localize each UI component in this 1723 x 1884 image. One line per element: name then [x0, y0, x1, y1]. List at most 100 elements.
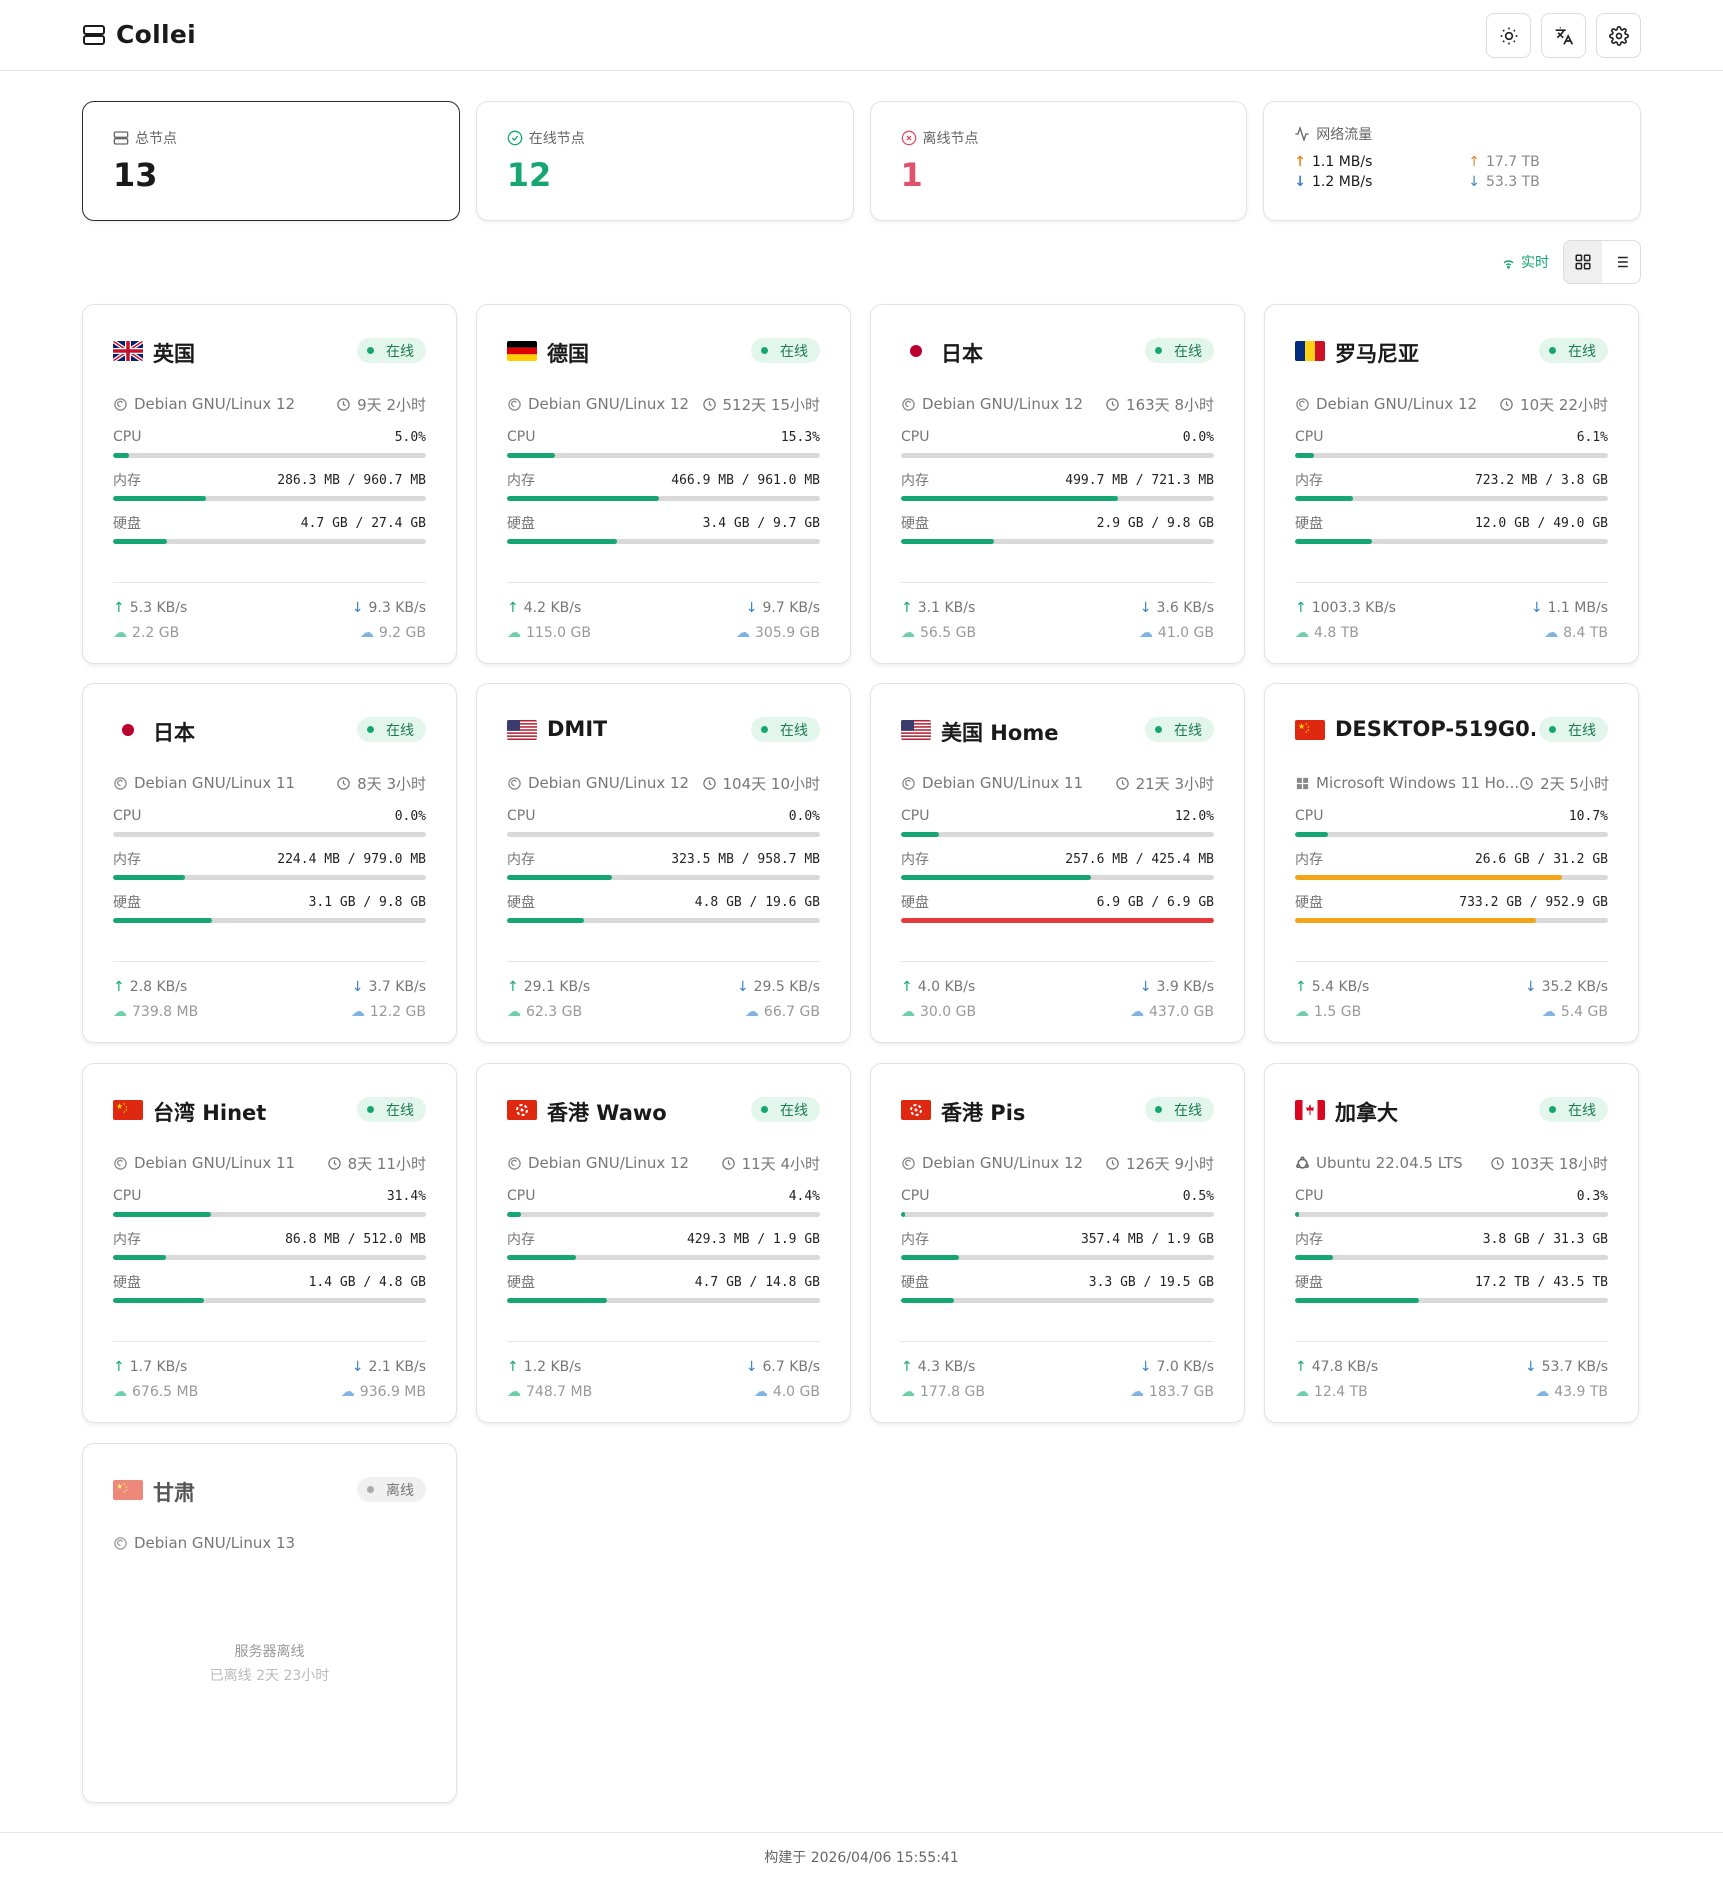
network-stats: ↑ 1.2 KB/s ↓ 6.7 KB/s ☁ 748.7 MB ☁ 4.0 GB: [507, 1354, 820, 1404]
download-total: 4.0 GB: [772, 1383, 820, 1400]
stat-value: 1: [900, 156, 923, 194]
disk-metric: 硬盘 12.0 GB / 49.0 GB: [1295, 513, 1608, 544]
cpu-metric: CPU 0.3%: [1295, 1186, 1608, 1217]
node-name: 甘肃: [153, 1481, 195, 1505]
stat-value: 12: [506, 156, 552, 194]
debian-icon: [508, 776, 521, 790]
memory-metric: 内存 429.3 MB / 1.9 GB: [507, 1229, 820, 1260]
disk-metric: 硬盘 4.7 GB / 27.4 GB: [113, 513, 426, 544]
svg-text:★: ★: [125, 1105, 128, 1109]
memory-value: 723.2 MB / 3.8 GB: [1474, 472, 1608, 488]
node-card[interactable]: 日本 在线 Debian GNU/Linux 11 8天 3小时 CPU 0.0%…: [82, 683, 457, 1043]
node-card-offline[interactable]: ★ ★ ★ ★ ★ 甘肃 离线 Debian GNU/Linux 13 服务器离线 已离…: [82, 1443, 457, 1803]
memory-value: 466.9 MB / 961.0 MB: [671, 472, 820, 488]
status-text: 在线: [386, 1102, 414, 1119]
node-card[interactable]: 德国 在线 Debian GNU/Linux 12 512天 15小时 CPU 1…: [476, 304, 851, 664]
cloud-upload-icon: ☁: [901, 624, 915, 641]
status-dot: [1155, 726, 1162, 733]
memory-metric: 内存 224.4 MB / 979.0 MB: [113, 849, 426, 880]
node-card[interactable]: ★ ★ ★ ★ ★ DESKTOP-519G0... 在线 Microsoft Wind…: [1264, 683, 1639, 1043]
theme-toggle-button[interactable]: [1486, 13, 1531, 58]
node-card[interactable]: 加拿大 在线 Ubuntu 22.04.5 LTS 103天 18小时 CPU 0…: [1264, 1063, 1639, 1423]
memory-metric: 内存 286.3 MB / 960.7 MB: [113, 470, 426, 501]
memory-bar: [901, 496, 1214, 501]
cloud-upload-icon: ☁: [113, 624, 127, 641]
status-dot: [1549, 1106, 1556, 1113]
country-flag: [1295, 1100, 1325, 1120]
upload-speed: 47.8 KB/s: [1311, 1358, 1379, 1375]
clock-icon: [327, 1156, 341, 1170]
stat-label: 总节点: [135, 131, 177, 147]
memory-bar-fill: [1295, 1255, 1333, 1260]
cpu-label: CPU: [113, 429, 142, 445]
arrow-up-icon: ↑: [901, 599, 913, 616]
cloud-upload-icon: ☁: [1295, 624, 1309, 641]
disk-metric: 硬盘 4.8 GB / 19.6 GB: [507, 892, 820, 923]
download-speed: 35.2 KB/s: [1541, 978, 1608, 995]
cpu-label: CPU: [113, 808, 142, 824]
node-name: DESKTOP-519G0...: [1335, 717, 1535, 741]
download-total: 183.7 GB: [1149, 1383, 1214, 1400]
list-icon: [1614, 256, 1628, 268]
cpu-metric: CPU 10.7%: [1295, 806, 1608, 837]
arrow-up-icon: ↑: [1295, 599, 1307, 616]
node-card[interactable]: ★ ★ ★ ★ ★ 台湾 Hinet 在线 Debian GNU/Linux 11 8天…: [82, 1063, 457, 1423]
download-speed: 2.1 KB/s: [368, 1358, 426, 1375]
status-badge: 在线: [1539, 1097, 1608, 1122]
disk-bar-fill: [113, 918, 212, 923]
upload-total: 12.4 TB: [1314, 1383, 1368, 1400]
arrow-down-icon: ↓: [351, 599, 364, 616]
upload-total: 739.8 MB: [132, 1003, 199, 1020]
memory-bar: [901, 875, 1214, 880]
uptime: 163天 8小时: [1126, 395, 1214, 414]
country-flag: [1295, 341, 1325, 361]
brand[interactable]: Collei: [82, 20, 196, 49]
disk-label: 硬盘: [507, 516, 535, 532]
stat-offline-nodes[interactable]: 离线节点 1: [869, 101, 1248, 221]
node-card[interactable]: 日本 在线 Debian GNU/Linux 12 163天 8小时 CPU 0.…: [870, 304, 1245, 664]
settings-button[interactable]: [1596, 13, 1641, 58]
status-text: 在线: [386, 343, 414, 360]
upload-total: 4.8 TB: [1314, 624, 1359, 641]
cpu-bar-fill: [113, 453, 129, 458]
stat-online-nodes[interactable]: 在线节点 12: [475, 101, 854, 221]
download-speed: 1.1 MB/s: [1547, 599, 1608, 616]
node-card[interactable]: 英国 在线 Debian GNU/Linux 12 9天 2小时 CPU 5.0%…: [82, 304, 457, 664]
upload-speed: 4.0 KB/s: [917, 978, 976, 995]
stat-label: 在线节点: [528, 131, 585, 147]
download-total: 43.9 TB: [1554, 1383, 1608, 1400]
download-speed: 3.6 KB/s: [1156, 599, 1214, 616]
language-button[interactable]: [1541, 13, 1586, 58]
status-text: 离线: [386, 1482, 414, 1499]
node-card[interactable]: 香港 Wawo 在线 Debian GNU/Linux 12 11天 4小时 C…: [476, 1063, 851, 1423]
divider: [507, 961, 820, 962]
memory-label: 内存: [507, 852, 535, 868]
cloud-download-icon: ☁: [359, 624, 374, 641]
node-card[interactable]: 美国 Home 在线 Debian GNU/Linux 11 21天 3小时 C…: [870, 683, 1245, 1043]
os-name: Microsoft Windows 11 Ho...: [1316, 774, 1520, 792]
divider: [901, 582, 1214, 583]
check-circle-icon: [507, 130, 523, 146]
cpu-value: 0.3%: [1576, 1188, 1608, 1204]
disk-label: 硬盘: [113, 895, 141, 911]
traffic-down-speed: 1.2 MB/s: [1311, 174, 1373, 190]
os-name: Debian GNU/Linux 11: [134, 774, 296, 792]
node-card[interactable]: 香港 Pis 在线 Debian GNU/Linux 12 126天 9小时 C…: [870, 1063, 1245, 1423]
svg-text:★: ★: [1307, 725, 1310, 729]
status-badge: 在线: [1539, 717, 1608, 742]
status-dot: [367, 1106, 374, 1113]
node-card[interactable]: DMIT 在线 Debian GNU/Linux 12 104天 10小时 CP…: [476, 683, 851, 1043]
disk-value: 4.7 GB / 14.8 GB: [694, 1274, 820, 1290]
divider: [113, 582, 426, 583]
uptime: 8天 3小时: [357, 774, 426, 793]
os-name: Debian GNU/Linux 12: [528, 774, 690, 792]
stat-total-nodes[interactable]: 总节点 13: [82, 101, 460, 221]
realtime-indicator[interactable]: 实时: [1501, 252, 1549, 272]
grid-view-button[interactable]: [1564, 241, 1602, 283]
server-icon: [83, 24, 105, 45]
status-dot: [1155, 1106, 1162, 1113]
network-stats: ↑ 4.2 KB/s ↓ 9.7 KB/s ☁ 115.0 GB ☁ 305.9 GB: [507, 595, 820, 645]
node-card[interactable]: 罗马尼亚 在线 Debian GNU/Linux 12 10天 22小时 CPU…: [1264, 304, 1639, 664]
status-dot: [367, 726, 374, 733]
list-view-button[interactable]: [1602, 241, 1640, 283]
